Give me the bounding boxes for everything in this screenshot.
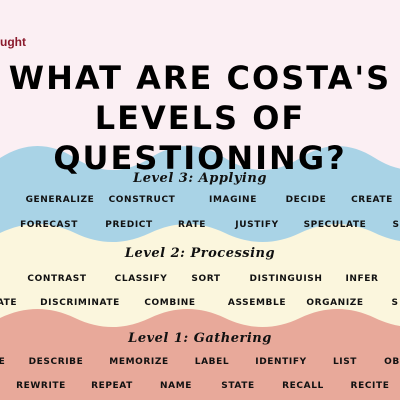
verb-word: ATE: [0, 298, 18, 308]
verb-word: DESCRIBE: [28, 357, 84, 367]
verb-word: SORT: [191, 274, 221, 284]
level-1-row-1: E DESCRIBE MEMORIZE LABEL IDENTIFY LIST …: [0, 357, 400, 373]
verb-word: IDENTIFY: [255, 357, 307, 367]
verb-word: INFER: [345, 274, 379, 284]
verb-word: ASSEMBLE: [227, 298, 287, 308]
verb-word: S: [391, 298, 399, 308]
verb-word: ORGANIZE: [306, 298, 364, 308]
verb-word: MEMORIZE: [109, 357, 169, 367]
verb-word: DISCRIMINATE: [40, 298, 120, 308]
verb-word: RATE: [178, 220, 206, 230]
verb-word: NAME: [159, 381, 193, 391]
title-line-2: LEVELS OF QUESTIONING?: [53, 99, 347, 177]
level-3-row-1: GENERALIZE CONSTRUCT IMAGINE DECIDE CREA…: [0, 195, 400, 211]
verb-word: DISTINGUISH: [249, 274, 323, 284]
verb-word: LIST: [332, 357, 358, 367]
verb-word: IMAGINE: [209, 195, 257, 205]
level-2-row-1: CONTRAST CLASSIFY SORT DISTINGUISH INFER: [0, 274, 400, 290]
level-3-row-2: FORECAST PREDICT RATE JUSTIFY SPECULATE …: [0, 220, 400, 236]
verb-word: COMBINE: [144, 298, 196, 308]
level-1-row-2: REWRITE REPEAT NAME STATE RECALL RECITE: [0, 381, 400, 397]
verb-word: LABEL: [194, 357, 230, 367]
verb-word: RECALL: [282, 381, 324, 391]
verb-word: CREATE: [351, 195, 393, 205]
verb-word: CONTRAST: [27, 274, 87, 284]
title-line-1: WHAT ARE COSTA'S: [8, 59, 392, 97]
verb-word: CLASSIFY: [114, 274, 168, 284]
verb-word: FORECAST: [20, 220, 78, 230]
verb-word: REWRITE: [16, 381, 66, 391]
verb-word: CONSTRUCT: [108, 195, 176, 205]
level-2-heading: Level 2: Processing: [124, 246, 276, 261]
verb-word: DECIDE: [285, 195, 327, 205]
verb-word: GENERALIZE: [25, 195, 95, 205]
verb-word: SPECULATE: [303, 220, 367, 230]
verb-word: E: [0, 357, 6, 367]
verb-word: JUSTIFY: [235, 220, 279, 230]
level1-band: [0, 309, 400, 400]
brand-logo-text: ught: [0, 35, 26, 49]
verb-word: S: [392, 220, 400, 230]
verb-word: STATE: [221, 381, 255, 391]
verb-word: REPEAT: [91, 381, 133, 391]
level-3-heading: Level 3: Applying: [133, 171, 267, 186]
level-1-heading: Level 1: Gathering: [128, 331, 272, 346]
page-title: WHAT ARE COSTA'S LEVELS OF QUESTIONING?: [0, 58, 400, 178]
verb-word: RECITE: [350, 381, 390, 391]
verb-word: PREDICT: [105, 220, 153, 230]
level-2-row-2: ATE DISCRIMINATE COMBINE ASSEMBLE ORGANI…: [0, 298, 400, 314]
verb-word: OB: [384, 357, 400, 367]
